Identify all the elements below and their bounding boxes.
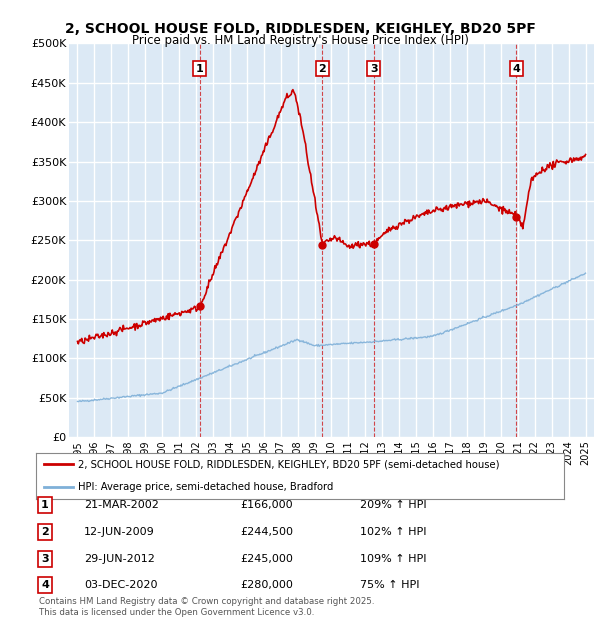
Text: 1: 1: [41, 500, 49, 510]
Text: 102% ↑ HPI: 102% ↑ HPI: [360, 527, 427, 537]
Text: Price paid vs. HM Land Registry's House Price Index (HPI): Price paid vs. HM Land Registry's House …: [131, 34, 469, 47]
Text: 3: 3: [370, 64, 377, 74]
Text: 29-JUN-2012: 29-JUN-2012: [84, 554, 155, 564]
Text: £280,000: £280,000: [240, 580, 293, 590]
Text: 21-MAR-2002: 21-MAR-2002: [84, 500, 159, 510]
Text: Contains HM Land Registry data © Crown copyright and database right 2025.
This d: Contains HM Land Registry data © Crown c…: [39, 598, 374, 617]
Text: 2: 2: [319, 64, 326, 74]
Text: 12-JUN-2009: 12-JUN-2009: [84, 527, 155, 537]
Text: 4: 4: [41, 580, 49, 590]
Text: 209% ↑ HPI: 209% ↑ HPI: [360, 500, 427, 510]
Text: 1: 1: [196, 64, 203, 74]
Text: 4: 4: [512, 64, 520, 74]
Text: 2, SCHOOL HOUSE FOLD, RIDDLESDEN, KEIGHLEY, BD20 5PF (semi-detached house): 2, SCHOOL HOUSE FOLD, RIDDLESDEN, KEIGHL…: [78, 459, 500, 469]
Text: 109% ↑ HPI: 109% ↑ HPI: [360, 554, 427, 564]
Text: HPI: Average price, semi-detached house, Bradford: HPI: Average price, semi-detached house,…: [78, 482, 334, 492]
Text: £166,000: £166,000: [240, 500, 293, 510]
Text: £244,500: £244,500: [240, 527, 293, 537]
Text: 2, SCHOOL HOUSE FOLD, RIDDLESDEN, KEIGHLEY, BD20 5PF: 2, SCHOOL HOUSE FOLD, RIDDLESDEN, KEIGHL…: [65, 22, 535, 36]
Text: 03-DEC-2020: 03-DEC-2020: [84, 580, 157, 590]
Text: 75% ↑ HPI: 75% ↑ HPI: [360, 580, 419, 590]
Text: £245,000: £245,000: [240, 554, 293, 564]
Text: 3: 3: [41, 554, 49, 564]
Text: 2: 2: [41, 527, 49, 537]
